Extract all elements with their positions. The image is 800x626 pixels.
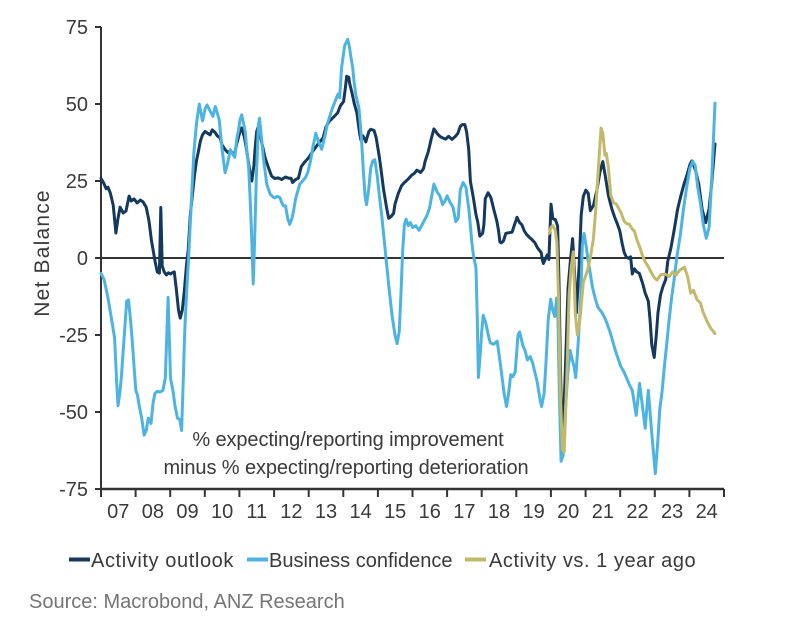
svg-text:08: 08 [142,501,164,523]
svg-text:22: 22 [626,501,648,523]
svg-text:14: 14 [349,501,371,523]
svg-text:12: 12 [280,501,302,523]
svg-text:Source: Macrobond, ANZ Researc: Source: Macrobond, ANZ Research [29,591,345,613]
svg-text:-25: -25 [59,325,88,347]
svg-text:15: 15 [384,501,406,523]
svg-text:Activity outlook: Activity outlook [91,550,234,572]
svg-text:16: 16 [419,501,441,523]
svg-text:% expecting/reporting improvem: % expecting/reporting improvement [192,429,504,451]
svg-text:20: 20 [557,501,579,523]
svg-text:Business confidence: Business confidence [269,550,452,572]
svg-text:75: 75 [66,17,88,39]
svg-text:50: 50 [66,94,88,116]
svg-text:09: 09 [176,501,198,523]
svg-text:19: 19 [522,501,544,523]
svg-text:13: 13 [315,501,337,523]
svg-text:minus % expecting/reporting de: minus % expecting/reporting deterioratio… [164,457,529,479]
svg-text:18: 18 [488,501,510,523]
svg-text:-75: -75 [59,479,88,501]
svg-text:17: 17 [453,501,475,523]
svg-text:25: 25 [66,171,88,193]
svg-text:Activity vs. 1 year ago: Activity vs. 1 year ago [489,550,696,572]
svg-text:23: 23 [661,501,683,523]
svg-text:10: 10 [211,501,233,523]
svg-text:21: 21 [592,501,614,523]
svg-text:0: 0 [77,248,88,270]
svg-text:Net Balance: Net Balance [31,189,54,317]
svg-text:07: 07 [107,501,129,523]
svg-text:-50: -50 [59,402,88,424]
svg-text:11: 11 [246,501,267,523]
svg-text:24: 24 [696,501,718,523]
